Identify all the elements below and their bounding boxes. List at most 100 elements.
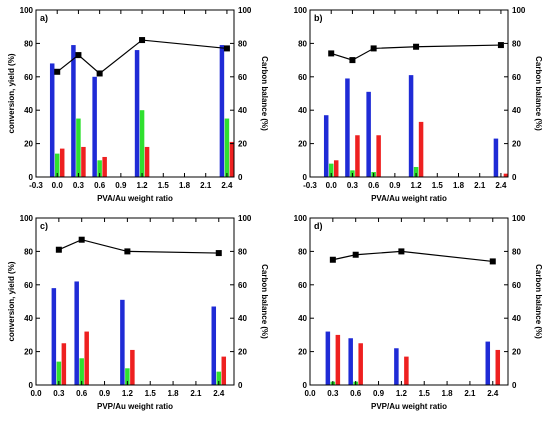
panel-label: b)	[314, 13, 323, 23]
bar-red	[333, 160, 339, 177]
bar-red	[376, 135, 381, 177]
bar-green	[125, 368, 130, 385]
y2-tick-label: 100	[238, 6, 252, 15]
y2-tick-label: 80	[238, 39, 247, 48]
bar-blue	[408, 75, 414, 177]
carbon-balance-marker	[139, 37, 146, 44]
bar-red	[81, 146, 86, 177]
bar-red	[144, 146, 150, 177]
y-tick-label: 40	[298, 106, 307, 115]
bar-blue	[74, 281, 79, 385]
y-tick-label: 0	[29, 173, 34, 182]
x-tick-label: 1.5	[145, 389, 157, 398]
carbon-balance-marker	[75, 52, 82, 59]
y2-tick-label: 100	[238, 214, 252, 223]
y-tick-label: 20	[24, 140, 33, 149]
x-tick-label: 0.0	[52, 181, 64, 190]
y2-tick-label: 100	[512, 6, 526, 15]
bar-green	[216, 371, 222, 385]
y2-tick-label: 0	[238, 173, 243, 182]
plot-frame	[35, 217, 235, 386]
carbon-balance-marker	[223, 45, 230, 52]
plot-frame	[309, 217, 509, 386]
bar-blue	[323, 115, 329, 177]
bar-blue	[211, 306, 217, 385]
carbon-balance-marker	[497, 42, 504, 49]
y2-tick-label: 40	[512, 314, 521, 323]
y-tick-label: 80	[298, 247, 307, 256]
y2-tick-label: 40	[238, 106, 247, 115]
y2-tick-label: 40	[512, 106, 521, 115]
carbon-balance-marker	[124, 248, 131, 255]
bar-blue	[485, 341, 491, 385]
y2-tick-label: 60	[512, 73, 521, 82]
y-axis-label: conversion, yield (%)	[7, 53, 16, 133]
y-tick-label: 20	[298, 140, 307, 149]
panel-label: d)	[314, 221, 323, 231]
bar-red	[61, 343, 67, 385]
x-tick-label: 1.5	[158, 181, 170, 190]
y-tick-label: 80	[24, 247, 33, 256]
bar-green	[79, 358, 84, 385]
x-tick-label: 1.2	[411, 181, 423, 190]
carbon-balance-marker	[78, 236, 85, 243]
y2-tick-label: 20	[238, 140, 247, 149]
x-tick-label: 2.1	[474, 181, 486, 190]
x-tick-label: 1.2	[137, 181, 149, 190]
bar-blue	[219, 45, 225, 177]
x-axis-label: PVP/Au weight ratio	[371, 402, 447, 411]
y2-tick-label: 0	[238, 381, 243, 390]
x-tick-label: 1.8	[179, 181, 191, 190]
x-tick-label: 1.5	[419, 389, 431, 398]
bar-green	[328, 163, 334, 177]
y2-tick-label: 60	[512, 281, 521, 290]
bar-blue	[51, 288, 57, 385]
y2-axis-label: Carbon balance (%)	[534, 264, 543, 339]
y-tick-label: 20	[24, 348, 33, 357]
y2-axis-label: Carbon balance (%)	[260, 264, 269, 339]
bar-green	[56, 361, 62, 385]
x-tick-label: 1.8	[442, 389, 454, 398]
carbon-balance-marker	[328, 50, 335, 57]
x-tick-label: 2.4	[221, 181, 233, 190]
carbon-balance-marker	[215, 250, 222, 257]
bar-green	[76, 118, 81, 177]
carbon-balance-marker	[55, 246, 62, 253]
y2-tick-label: 20	[512, 348, 521, 357]
bar-green	[139, 110, 145, 177]
bar-blue	[345, 78, 350, 177]
x-tick-label: 2.1	[200, 181, 212, 190]
x-tick-label: 0.9	[115, 181, 127, 190]
x-tick-label: 0.3	[73, 181, 85, 190]
carbon-balance-marker	[370, 45, 377, 52]
x-tick-label: 1.2	[396, 389, 408, 398]
y-tick-label: 60	[298, 73, 307, 82]
plot-frame	[309, 9, 509, 178]
y2-tick-label: 0	[512, 381, 517, 390]
carbon-balance-marker	[352, 251, 359, 258]
y-tick-label: 100	[20, 6, 34, 15]
y2-tick-label: 0	[512, 173, 517, 182]
y-tick-label: 60	[24, 73, 33, 82]
x-tick-label: 0.3	[347, 181, 359, 190]
y-tick-label: 40	[298, 314, 307, 323]
x-tick-label: 1.8	[168, 389, 180, 398]
bar-blue	[49, 63, 55, 177]
carbon-balance-marker	[54, 68, 61, 75]
y-tick-label: 100	[20, 214, 34, 223]
plot-frame	[35, 9, 235, 178]
x-axis-label: PVA/Au weight ratio	[97, 194, 173, 203]
carbon-balance-marker	[489, 258, 496, 265]
x-tick-label: 0.3	[327, 389, 339, 398]
y-tick-label: 100	[294, 214, 308, 223]
bar-red	[418, 121, 424, 177]
bar-red	[130, 349, 135, 385]
bar-red	[229, 141, 235, 177]
bar-green	[97, 160, 102, 177]
carbon-balance-marker	[349, 57, 356, 64]
panel-label: c)	[40, 221, 48, 231]
x-tick-label: 0.0	[30, 389, 42, 398]
bar-blue	[71, 45, 76, 177]
